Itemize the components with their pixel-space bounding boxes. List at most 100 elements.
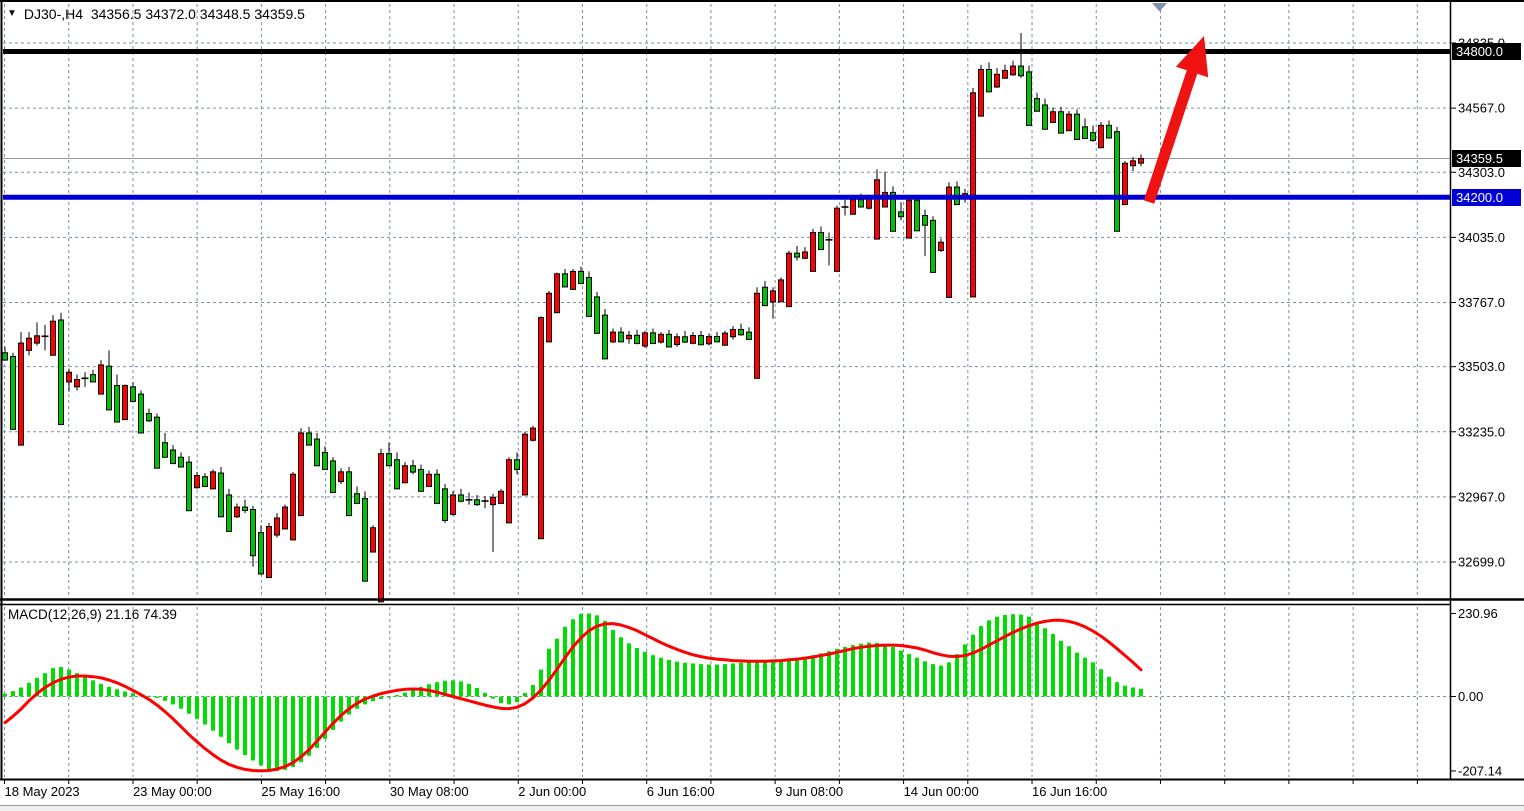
candle-body <box>458 494 464 502</box>
candle-body <box>2 352 8 361</box>
macd-histogram-bar <box>851 645 855 697</box>
candle-body <box>378 453 384 603</box>
candle-body <box>1074 113 1080 140</box>
candle-body <box>522 433 528 496</box>
price-tick-label: 34567.0 <box>1458 101 1505 116</box>
macd-histogram-bar <box>515 696 519 703</box>
candle-body <box>1042 104 1048 130</box>
candle-body <box>442 488 448 521</box>
macd-histogram-bar <box>339 696 343 722</box>
macd-histogram-bar <box>299 696 303 763</box>
candle-body <box>858 199 864 208</box>
projection-arrow-up[interactable] <box>1143 36 1209 204</box>
candle-body <box>1138 158 1144 164</box>
candle-body <box>386 453 392 467</box>
candle-body <box>434 473 440 504</box>
macd-histogram-bar <box>1019 614 1023 697</box>
macd-histogram-bar <box>707 664 711 697</box>
macd-histogram-bar <box>243 696 247 756</box>
candle-body <box>290 473 296 541</box>
candle-body <box>1018 65 1024 77</box>
macd-histogram-bar <box>747 662 751 697</box>
macd-histogram-bar <box>259 696 263 766</box>
candle-body <box>1002 69 1008 79</box>
candle-body <box>186 461 192 512</box>
macd-histogram-bar <box>3 693 7 697</box>
macd-histogram-bar <box>875 642 879 697</box>
macd-histogram-bar <box>1091 662 1095 697</box>
candle-body <box>642 332 648 347</box>
macd-histogram-bar <box>315 696 319 748</box>
candle-body <box>1098 124 1104 149</box>
candle-body <box>562 273 568 288</box>
candle-body <box>682 336 688 343</box>
candle-body <box>650 332 656 345</box>
price-tick-label: 32699.0 <box>1458 555 1505 570</box>
time-axis-label: 14 Jun 00:00 <box>904 784 979 799</box>
candle-body <box>850 199 856 215</box>
macd-histogram-bar <box>419 686 423 697</box>
macd-histogram-bar <box>699 664 703 697</box>
macd-histogram-bar <box>603 621 607 697</box>
macd-histogram-bar <box>235 696 239 750</box>
candle-body <box>242 506 248 511</box>
candle-body <box>810 232 816 272</box>
macd-tick-label: 230.96 <box>1458 606 1498 621</box>
macd-histogram-bar <box>283 696 287 770</box>
macd-histogram-bar <box>947 662 951 697</box>
macd-histogram-bar <box>971 634 975 697</box>
macd-histogram-bar <box>507 696 511 705</box>
macd-histogram-bar <box>483 692 487 697</box>
candle-body <box>1026 71 1032 126</box>
candle-body <box>330 460 336 494</box>
macd-histogram-bar <box>475 687 479 697</box>
candle-body <box>1082 126 1088 139</box>
candle-body <box>18 342 24 446</box>
macd-histogram-bar <box>179 696 183 709</box>
macd-histogram-bar <box>979 626 983 697</box>
macd-histogram-bar <box>371 696 375 702</box>
candle-body <box>306 432 312 446</box>
candle-body <box>394 459 400 490</box>
macd-histogram-bar <box>1139 688 1143 697</box>
macd-histogram-bar <box>907 654 911 697</box>
macd-histogram-bar <box>203 696 207 725</box>
symbol-dropdown-icon[interactable]: ▼ <box>7 8 17 19</box>
macd-histogram-bar <box>1131 687 1135 697</box>
price-tick-label: 34303.0 <box>1458 165 1505 180</box>
candle-body <box>202 476 208 487</box>
candle-body <box>578 270 584 285</box>
candle-body <box>666 333 672 348</box>
candle-body <box>538 317 544 540</box>
candle-body <box>714 336 720 343</box>
candle-body <box>314 438 320 467</box>
symbol-header: ▼ DJ30-,H4 34356.5 34372.0 34348.5 34359… <box>7 6 305 22</box>
candle-body <box>490 496 496 506</box>
macd-signal-line <box>3 618 1143 773</box>
candle-body <box>890 191 896 232</box>
candle-body <box>530 427 536 441</box>
macd-histogram-bar <box>1059 640 1063 697</box>
support-price-badge: 34200.0 <box>1452 189 1521 206</box>
candle-body <box>498 490 504 504</box>
macd-histogram-bar <box>819 653 823 697</box>
candle-body <box>690 335 696 344</box>
macd-histogram-bar <box>195 696 199 719</box>
candle-body <box>130 386 136 402</box>
candle-body <box>50 320 56 356</box>
macd-histogram-bar <box>715 664 719 697</box>
macd-histogram-bar <box>1027 616 1031 697</box>
candle-body <box>730 328 736 338</box>
macd-histogram-bar <box>1099 669 1103 697</box>
macd-histogram-bar <box>251 696 255 761</box>
macd-histogram-bar <box>83 676 87 697</box>
candle-body <box>26 337 32 351</box>
candle-body <box>426 473 432 487</box>
macd-histogram-bar <box>403 692 407 697</box>
macd-histogram-bar <box>187 696 191 714</box>
macd-histogram-bar <box>1051 633 1055 697</box>
macd-histogram-bar <box>827 651 831 697</box>
candle-body <box>802 251 808 259</box>
candle-body <box>322 451 328 470</box>
macd-histogram-bar <box>571 619 575 697</box>
